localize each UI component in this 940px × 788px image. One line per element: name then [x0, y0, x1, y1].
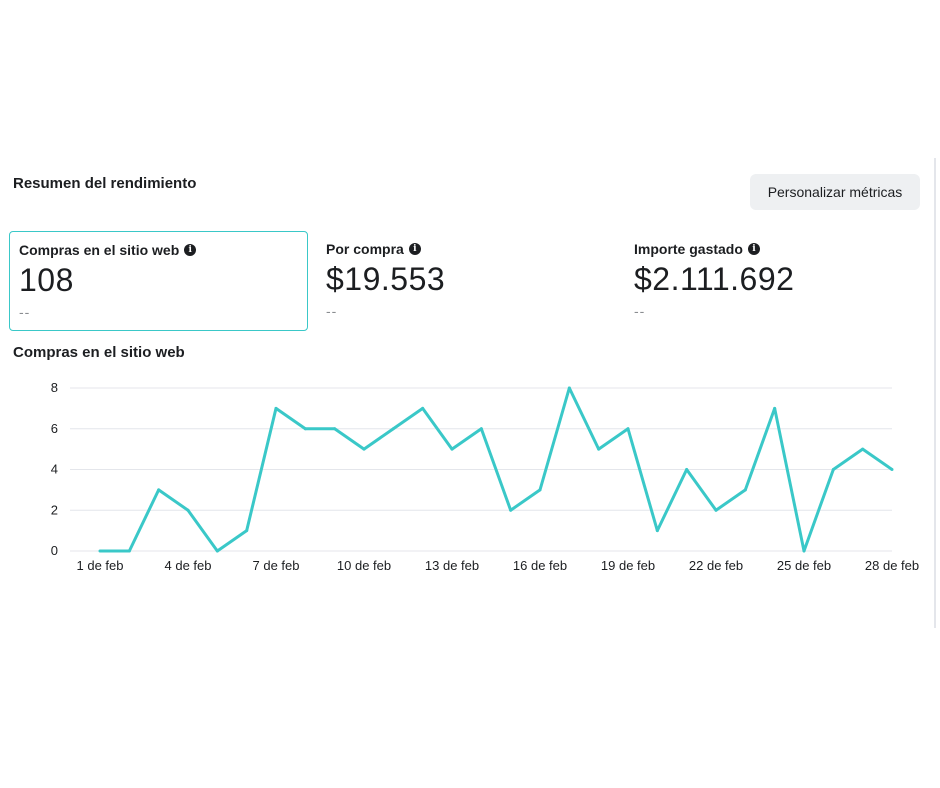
data-point[interactable]	[538, 488, 542, 492]
chart-title: Compras en el sitio web	[13, 344, 185, 361]
x-tick-label: 25 de feb	[777, 558, 831, 573]
purchases-line-chart: 0 2 4 6 8 1 de feb 4 de feb 7 de feb 10 de feb 13…	[51, 380, 919, 573]
data-point[interactable]	[362, 447, 366, 451]
x-tick-label: 4 de feb	[165, 558, 212, 573]
performance-summary-panel: Resumen del rendimiento Personalizar mét…	[0, 158, 936, 628]
data-point[interactable]	[509, 508, 513, 512]
data-point[interactable]	[157, 488, 161, 492]
data-point[interactable]	[479, 427, 483, 431]
metric-comparison: --	[326, 303, 338, 319]
metric-label-wrapper: Compras en el sitio web i	[19, 242, 197, 258]
metric-card-website-purchases[interactable]: Compras en el sitio web i 108 --	[9, 231, 308, 331]
metric-label: Importe gastado	[634, 241, 743, 257]
data-point[interactable]	[890, 468, 894, 471]
y-tick-label: 0	[51, 543, 58, 558]
section-title: Resumen del rendimiento	[13, 175, 197, 192]
metric-label: Compras en el sitio web	[19, 242, 180, 258]
x-tick-label: 28 de feb	[865, 558, 919, 573]
data-point[interactable]	[274, 406, 278, 410]
data-point[interactable]	[685, 468, 689, 471]
data-point[interactable]	[245, 529, 249, 533]
data-point[interactable]	[831, 468, 835, 471]
x-tick-label: 13 de feb	[425, 558, 479, 573]
info-icon[interactable]: i	[408, 243, 421, 255]
x-tick-label: 19 de feb	[601, 558, 655, 573]
data-point[interactable]	[98, 549, 102, 553]
data-point[interactable]	[127, 549, 131, 553]
data-point[interactable]	[215, 549, 219, 553]
data-point[interactable]	[626, 427, 630, 431]
y-tick-label: 8	[51, 380, 58, 395]
data-point[interactable]	[655, 529, 659, 533]
data-point[interactable]	[714, 508, 718, 512]
data-point[interactable]	[773, 406, 777, 410]
metric-comparison: --	[634, 303, 646, 319]
data-point[interactable]	[861, 447, 865, 451]
series-line	[100, 386, 893, 553]
y-tick-label: 4	[51, 462, 58, 477]
info-icon[interactable]: i	[747, 243, 760, 255]
x-tick-label: 7 de feb	[253, 558, 300, 573]
data-point[interactable]	[391, 427, 395, 431]
metric-value: $2.111.692	[634, 261, 795, 297]
metric-label-wrapper: Por compra i	[326, 241, 421, 257]
x-tick-label: 10 de feb	[337, 558, 391, 573]
data-point[interactable]	[333, 427, 337, 431]
data-point[interactable]	[421, 406, 425, 410]
data-point[interactable]	[303, 427, 307, 431]
data-point[interactable]	[802, 549, 806, 553]
data-point[interactable]	[186, 508, 190, 512]
x-tick-label: 1 de feb	[77, 558, 124, 573]
metric-card-per-purchase[interactable]: Por compra i $19.553 --	[326, 231, 616, 331]
metric-value: 108	[19, 262, 74, 298]
data-point[interactable]	[567, 386, 571, 390]
metric-comparison: --	[19, 304, 31, 320]
metric-value: $19.553	[326, 261, 446, 297]
metric-card-amount-spent[interactable]: Importe gastado i $2.111.692 --	[634, 231, 924, 331]
info-icon[interactable]: i	[184, 244, 197, 256]
x-tick-label: 22 de feb	[689, 558, 743, 573]
data-point[interactable]	[743, 488, 747, 492]
y-tick-label: 2	[51, 502, 58, 517]
customize-metrics-button[interactable]: Personalizar métricas	[750, 174, 920, 210]
data-point[interactable]	[450, 447, 454, 451]
metric-label: Por compra	[326, 241, 404, 257]
y-tick-label: 6	[51, 421, 58, 436]
x-tick-label: 16 de feb	[513, 558, 567, 573]
metric-label-wrapper: Importe gastado i	[634, 241, 760, 257]
data-point[interactable]	[597, 447, 601, 451]
